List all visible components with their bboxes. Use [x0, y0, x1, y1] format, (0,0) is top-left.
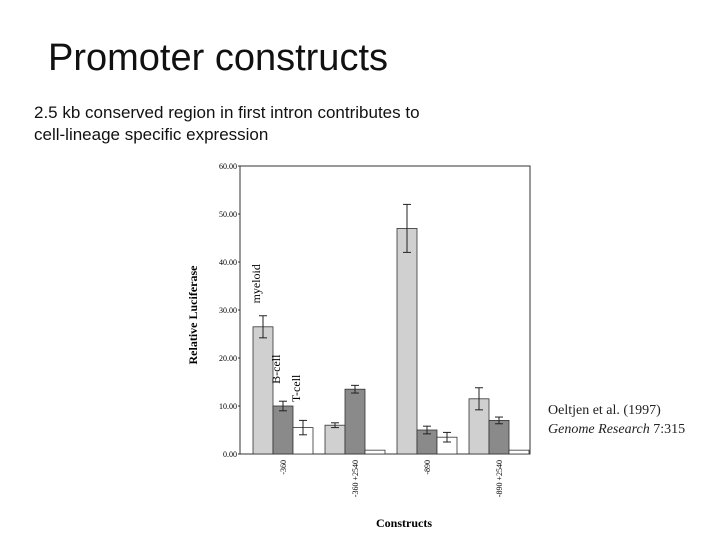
legend-label: T-cell: [289, 374, 303, 402]
citation: Oeltjen et al. (1997): [548, 403, 661, 418]
subtitle-line: 2.5 kb conserved region in first intron …: [34, 103, 420, 122]
error-bar: [495, 416, 503, 425]
y-tick-label: 10.00: [219, 402, 237, 411]
x-axis-label: Constructs: [376, 516, 432, 530]
error-bar: [299, 419, 307, 436]
error-bar: [259, 315, 267, 339]
legend-label: myeloid: [249, 264, 263, 303]
error-bar: [423, 425, 431, 435]
bar: [396, 227, 418, 455]
bar: [488, 419, 510, 455]
bar: [508, 449, 530, 455]
error-bar: [351, 384, 359, 394]
bar: [272, 405, 294, 455]
x-tick-label: -890 +2540: [495, 460, 504, 497]
error-bar: [475, 387, 483, 411]
error-bar: [443, 431, 451, 443]
citation-volume: 7:315: [653, 422, 685, 437]
error-bar: [279, 400, 287, 412]
subtitle-line: cell-lineage specific expression: [34, 125, 268, 144]
x-tick-label: -360 +2540: [351, 460, 360, 497]
citation-journal: Genome Research: [548, 422, 650, 437]
y-tick-label: 40.00: [219, 258, 237, 267]
error-bar: [403, 203, 411, 253]
y-axis-label: Relative Luciferase: [186, 265, 200, 365]
x-tick-label: -360: [279, 460, 288, 475]
y-tick-label: 30.00: [219, 306, 237, 315]
legend-label: B-cell: [269, 354, 283, 384]
x-tick-label: -890: [423, 460, 432, 475]
bar: [252, 326, 274, 455]
error-bar: [331, 422, 339, 429]
y-tick-label: 20.00: [219, 354, 237, 363]
y-tick-label: 0.00: [223, 450, 237, 459]
bar: [364, 449, 386, 455]
slide-title: Promoter constructs: [48, 37, 388, 79]
y-tick-label: 60.00: [219, 162, 237, 171]
citation: Genome Research 7:315: [548, 422, 685, 437]
bar: [344, 388, 366, 455]
bar: [324, 424, 346, 455]
y-tick-label: 50.00: [219, 210, 237, 219]
